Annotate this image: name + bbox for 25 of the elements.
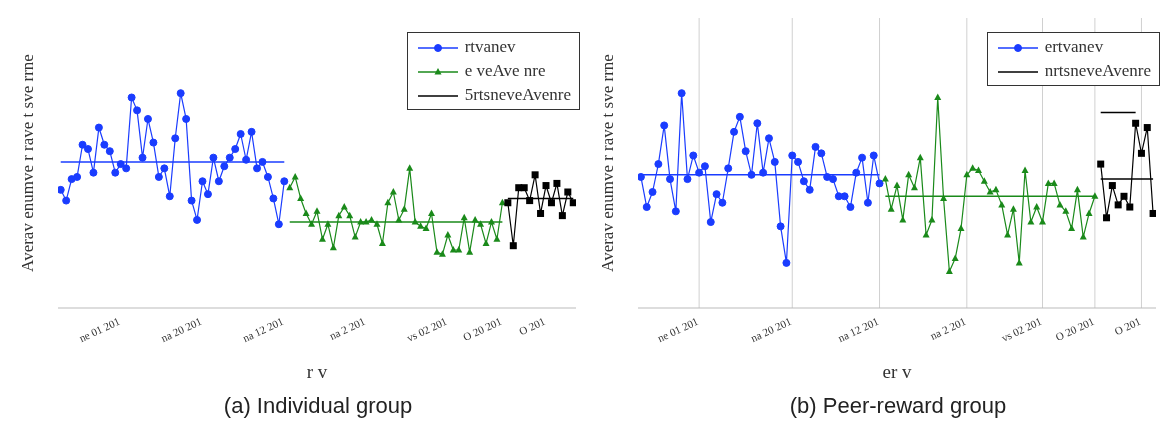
- text: (a) Individual group: [222, 393, 414, 419]
- legend-label: e veAve nre: [464, 61, 546, 80]
- x-tick-label: O 201: [517, 314, 547, 338]
- x-tick-label: na 12 201: [240, 314, 286, 345]
- legend-label: rtvanev: [464, 37, 516, 56]
- y-axis-title: Averav enumve r rave t sve rrne: [598, 54, 618, 272]
- legend-label: ertvanev: [1044, 37, 1104, 56]
- x-tick-label: ne 01 201: [77, 314, 122, 345]
- x-tick-label: vs 02 201: [404, 314, 449, 344]
- x-axis-title: er v: [882, 361, 912, 382]
- x-tick-label: na 2 201: [327, 314, 367, 342]
- x-tick-label: O 20 201: [461, 314, 504, 344]
- x-tick-label: O 201: [1112, 314, 1143, 338]
- legend-label: 5rtsneveAvenre: [464, 85, 571, 104]
- x-tick-label: O 20 201: [1053, 314, 1096, 344]
- x-axis-title: r v: [306, 361, 328, 382]
- x-tick-label: na 20 201: [748, 314, 794, 345]
- x-tick-label: ne 01 201: [655, 314, 700, 345]
- y-axis-title: Averav enumve r rave t sve rrne: [18, 54, 38, 272]
- text: (b) Peer-reward group: [788, 393, 1008, 419]
- x-tick-label: na 20 201: [158, 314, 204, 345]
- legend-label: nrtsneveAvenre: [1044, 61, 1151, 80]
- x-tick-label: na 2 201: [928, 314, 968, 342]
- x-tick-label: vs 02 201: [999, 314, 1044, 344]
- x-tick-label: na 12 201: [835, 314, 881, 345]
